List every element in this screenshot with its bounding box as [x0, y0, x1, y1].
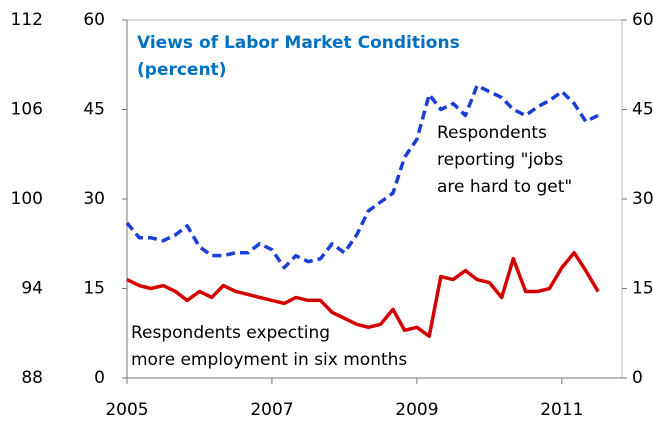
- y2-tick-label: 15: [632, 279, 653, 299]
- y-tick-label: 60: [83, 10, 105, 30]
- series-label: Respondents expecting: [131, 323, 330, 343]
- y-tick-label: 0: [94, 368, 105, 388]
- series-label: reporting "jobs: [437, 150, 563, 170]
- chart-subtitle: (percent): [137, 60, 226, 80]
- outer-y-tick-label: 88: [21, 368, 43, 388]
- y-tick-label: 30: [83, 189, 105, 209]
- y2-tick-label: 60: [632, 10, 653, 30]
- outer-y-tick-label: 112: [11, 10, 43, 30]
- y-tick-label: 15: [83, 279, 105, 299]
- x-tick-label: 2009: [395, 400, 438, 420]
- x-tick-label: 2007: [250, 400, 293, 420]
- outer-y-tick-label: 94: [21, 279, 43, 299]
- x-tick-label: 2005: [105, 400, 148, 420]
- y-tick-label: 45: [83, 100, 105, 120]
- series-label: Respondents: [437, 123, 547, 143]
- y2-tick-label: 30: [632, 189, 653, 209]
- outer-y-tick-label: 106: [11, 100, 43, 120]
- y2-tick-label: 0: [632, 368, 643, 388]
- x-tick-label: 2011: [540, 400, 583, 420]
- series-label: are hard to get": [437, 177, 572, 197]
- series-line: [125, 83, 599, 270]
- series-label: more employment in six months: [131, 350, 407, 370]
- outer-y-tick-label: 100: [11, 189, 43, 209]
- chart-title: Views of Labor Market Conditions: [137, 33, 460, 53]
- series-line: [126, 250, 600, 338]
- y2-tick-label: 45: [632, 100, 653, 120]
